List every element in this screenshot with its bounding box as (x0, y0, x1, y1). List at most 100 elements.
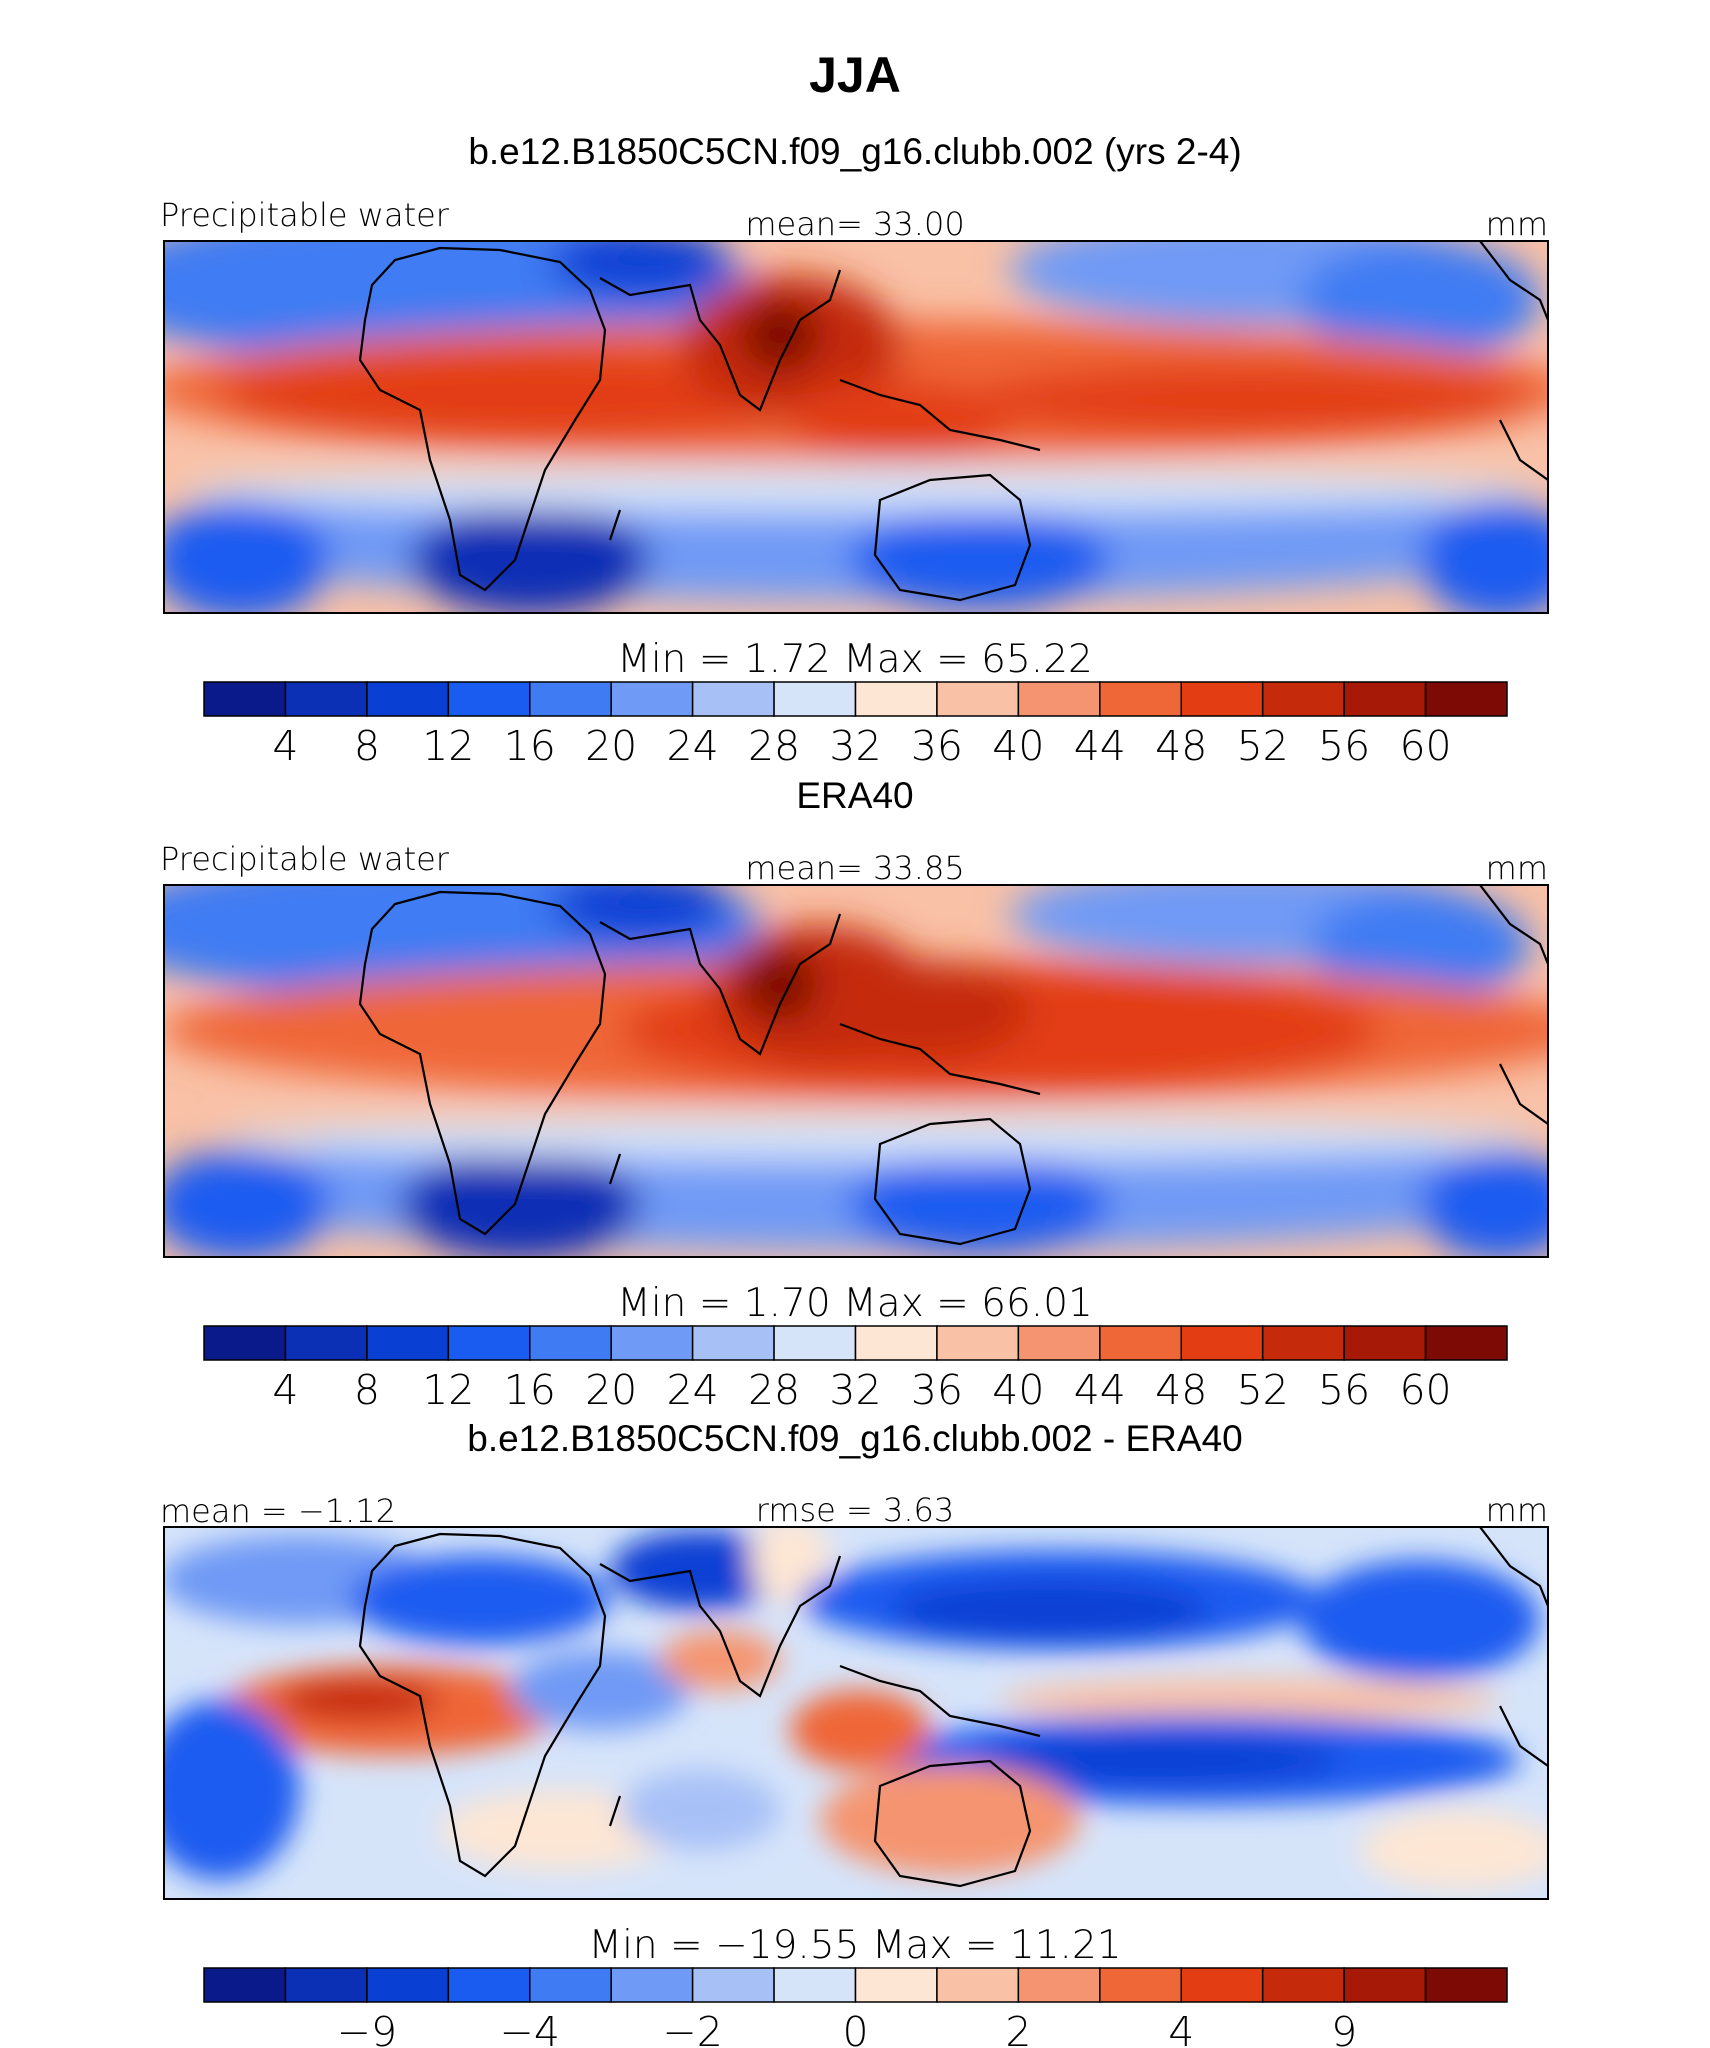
panel-3-rmse-label: rmse = 3.63 (756, 1491, 955, 1529)
colorbar-swatch (366, 1325, 450, 1361)
colorbar-tick-label: 9 (1331, 2008, 1357, 2048)
panel-2-mean-label: mean= 33.85 (745, 849, 964, 887)
panel-2-title: ERA40 (796, 775, 913, 816)
colorbar-tick-label: 48 (1155, 1366, 1207, 1414)
colorbar-tick-label: −2 (662, 2008, 722, 2048)
colorbar-tick-label: 12 (422, 722, 474, 770)
colorbar-swatch (610, 681, 694, 717)
panel-2-units: mm (1486, 849, 1548, 887)
colorbar-tick-label: 28 (748, 722, 800, 770)
colorbar-swatch (854, 1967, 938, 2003)
panel-2-map-field (164, 885, 1548, 1257)
colorbar-tick-label: 52 (1237, 1366, 1289, 1414)
colorbar-swatch (284, 1967, 368, 2003)
colorbar-tick-label: 40 (992, 1366, 1044, 1414)
colorbar-swatch (1099, 1967, 1183, 2003)
panel-1-colorbar: 4 8 12 16 20 24 28 32 36 40 44 48 52 56 60 (203, 681, 1508, 770)
panel-1-map-frame (163, 240, 1549, 614)
panel-1-coastlines (358, 241, 1548, 602)
colorbar-swatch (610, 1967, 694, 2003)
colorbar-tick-label: 4 (272, 1366, 298, 1414)
colorbar-swatch (1180, 1325, 1264, 1361)
colorbar-swatch (447, 1967, 531, 2003)
colorbar-swatch (691, 681, 775, 717)
colorbar-tick-label: 40 (992, 722, 1044, 770)
colorbar-swatch (1261, 681, 1345, 717)
panel-1-mean-label: mean= 33.00 (745, 205, 964, 243)
panel-2-map-frame (163, 884, 1549, 1258)
colorbar-swatch (284, 681, 368, 717)
colorbar-swatch (203, 1967, 287, 2003)
colorbar-swatch (936, 1967, 1020, 2003)
panel-3-coastlines (358, 1527, 1548, 1888)
colorbar-swatch (773, 681, 857, 717)
panel-1-title: b.e12.B1850C5CN.f09_g16.clubb.002 (yrs 2… (468, 131, 1241, 172)
colorbar-tick-label: 12 (422, 1366, 474, 1414)
panel-3-colorbar: −9 −4 −2 0 2 4 9 (203, 1967, 1508, 2048)
colorbar-swatch (529, 1325, 612, 1361)
colorbar-swatch (366, 1967, 450, 2003)
panel-3-title: b.e12.B1850C5CN.f09_g16.clubb.002 - ERA4… (467, 1418, 1242, 1459)
colorbar-swatch (854, 1325, 938, 1361)
colorbar-swatch (1424, 681, 1508, 717)
colorbar-tick-label: 2 (1005, 2008, 1031, 2048)
colorbar-swatch (854, 681, 938, 717)
colorbar-tick-label: 36 (911, 1366, 963, 1414)
panel-3-min-max: Min = −19.55 Max = 11.21 (588, 1923, 1121, 1968)
colorbar-tick-label: 4 (1168, 2008, 1194, 2048)
colorbar-tick-label: 28 (748, 1366, 800, 1414)
figure-title: JJA (809, 47, 901, 103)
colorbar-swatch (1017, 1325, 1101, 1361)
colorbar-tick-label: −4 (500, 2008, 560, 2048)
colorbar-swatch (936, 681, 1020, 717)
colorbar-swatch (366, 681, 450, 717)
colorbar-tick-label: 60 (1399, 1366, 1451, 1414)
panel-model: b.e12.B1850C5CN.f09_g16.clubb.002 (yrs 2… (160, 131, 1549, 770)
colorbar-swatch (773, 1967, 857, 2003)
panel-3-map-field (164, 1527, 1548, 1899)
panel-2-variable-label: Precipitable water (160, 840, 450, 878)
colorbar-swatch (1343, 681, 1427, 717)
colorbar-swatch (447, 681, 531, 717)
panel-2-colorbar: 4 8 12 16 20 24 28 32 36 40 44 48 52 56 60 (203, 1325, 1508, 1414)
colorbar-swatch (203, 1325, 287, 1361)
colorbar-tick-label: 24 (667, 1366, 719, 1414)
colorbar-tick-label: 32 (829, 1366, 881, 1414)
colorbar-swatch (529, 681, 612, 717)
colorbar-swatch (1343, 1325, 1427, 1361)
colorbar-tick-label: 52 (1237, 722, 1289, 770)
panel-3-units: mm (1486, 1491, 1548, 1529)
panel-difference: b.e12.B1850C5CN.f09_g16.clubb.002 - ERA4… (160, 1418, 1549, 2048)
colorbar-tick-label: 44 (1074, 1366, 1126, 1414)
colorbar-tick-label: 16 (504, 1366, 556, 1414)
colorbar-swatch (1099, 681, 1183, 717)
colorbar-tick-label: 32 (829, 722, 881, 770)
colorbar-swatch (1261, 1967, 1345, 2003)
colorbar-tick-label: 36 (911, 722, 963, 770)
colorbar-swatch (610, 1325, 694, 1361)
colorbar-swatch (529, 1967, 612, 2003)
panel-2-coastlines (358, 885, 1548, 1246)
colorbar-tick-label: 8 (354, 1366, 380, 1414)
colorbar-swatch (773, 1325, 857, 1361)
colorbar-swatch (1180, 681, 1264, 717)
panel-reference: ERA40 Precipitable water mean= 33.85 mm (160, 775, 1549, 1414)
colorbar-tick-label: −9 (337, 2008, 397, 2048)
colorbar-tick-label: 56 (1318, 722, 1370, 770)
colorbar-swatch (1424, 1325, 1508, 1361)
colorbar-tick-label: 48 (1155, 722, 1207, 770)
panel-2-min-max: Min = 1.70 Max = 66.01 (617, 1281, 1093, 1326)
colorbar-tick-label: 44 (1074, 722, 1126, 770)
colorbar-swatch (936, 1325, 1020, 1361)
colorbar-tick-label: 24 (667, 722, 719, 770)
colorbar-swatch (447, 1325, 531, 1361)
colorbar-swatch (1099, 1325, 1183, 1361)
colorbar-tick-label: 20 (585, 722, 637, 770)
panel-3-mean-label: mean = −1.12 (160, 1492, 396, 1530)
panel-1-variable-label: Precipitable water (160, 196, 450, 234)
colorbar-swatch (203, 681, 287, 717)
colorbar-swatch (1261, 1325, 1345, 1361)
colorbar-swatch (1424, 1967, 1508, 2003)
colorbar-tick-label: 8 (354, 722, 380, 770)
